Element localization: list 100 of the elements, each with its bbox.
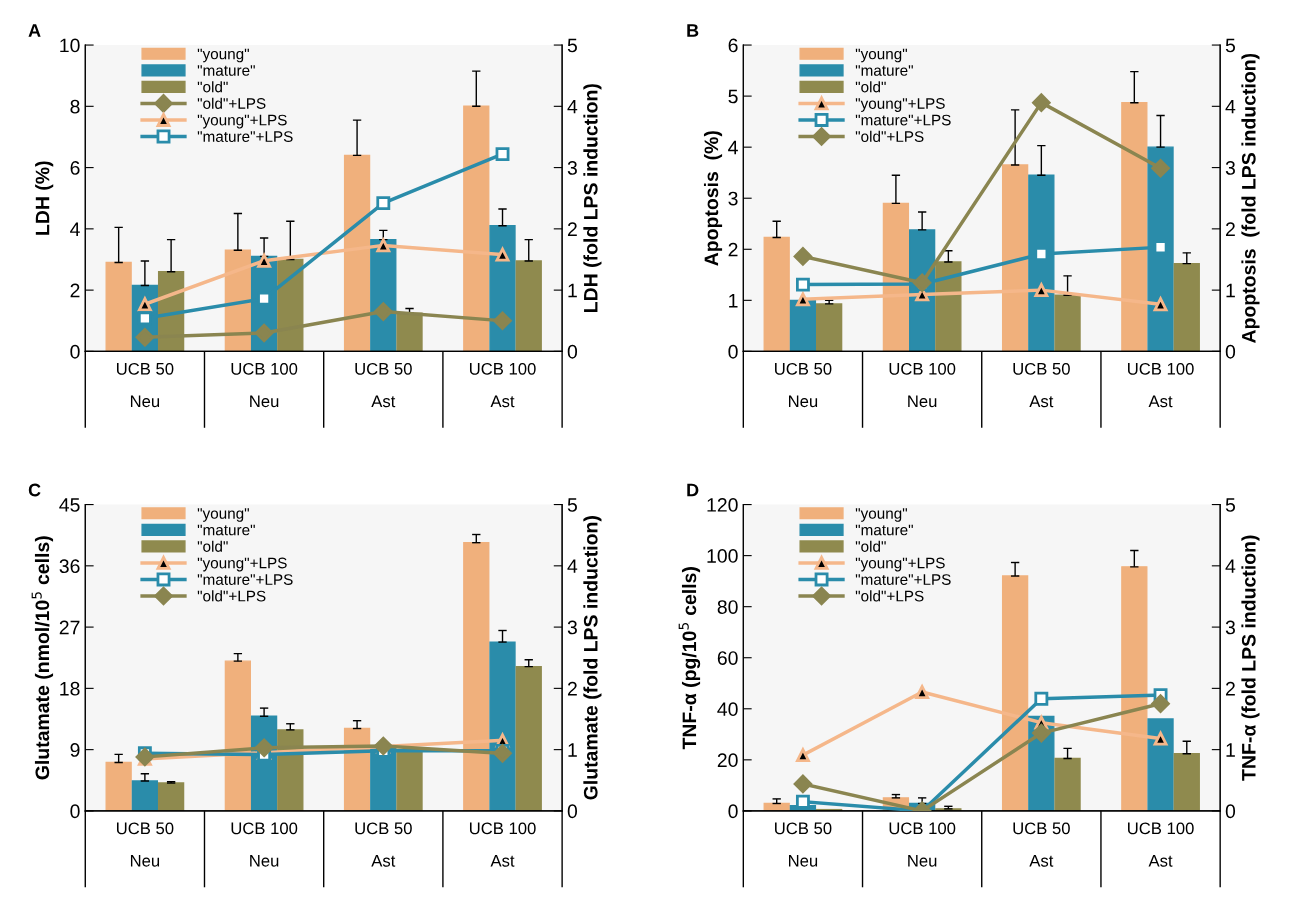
legend-label: "young"+LPS [197, 114, 287, 129]
y-tick-label: 6 [728, 38, 738, 53]
category-label: UCB 50 Ast [355, 822, 412, 867]
y-tick-label: 27 [59, 620, 80, 635]
y2-axis-title: Apoptosis (fold LPS induction) [1241, 53, 1260, 343]
y2-tick-label: 3 [567, 620, 577, 635]
y-tick-label: 4 [728, 140, 738, 155]
y2-tick-label: 3 [567, 161, 577, 175]
legend-label: "mature"+LPS [855, 114, 951, 126]
legend-label: "young" [855, 508, 907, 522]
y2-axis-title: LDH (fold LPS induction) [583, 84, 602, 312]
legend-label: "old" [197, 540, 228, 552]
chart-title: C [28, 483, 41, 497]
legend-label: "young"+LPS [855, 98, 945, 112]
category-label: UCB 50 Neu [775, 822, 832, 867]
category-label: UCB 50 Ast [1013, 822, 1070, 867]
legend-label: "young"+LPS [855, 557, 945, 572]
y-tick-label: 2 [70, 283, 80, 298]
y2-tick-label: 5 [567, 498, 577, 512]
legend-label: "old"+LPS [855, 590, 924, 602]
y-tick-label: 40 [717, 702, 738, 717]
legend-label: "mature" [197, 524, 255, 536]
y2-tick-label: 2 [567, 222, 577, 236]
category-label: UCB 100 Ast [1128, 822, 1194, 867]
y-tick-label: 0 [70, 804, 80, 819]
category-label: UCB 100 Neu [889, 362, 956, 408]
y2-tick-label: 2 [567, 681, 577, 696]
y2-tick-label: 4 [1225, 99, 1236, 114]
chart-title: A [28, 24, 41, 37]
legend-label: "old"+LPS [855, 130, 924, 142]
y-tick-label: 9 [70, 743, 80, 757]
y2-tick-label: 5 [1225, 38, 1236, 53]
y-tick-label: 120 [707, 498, 738, 512]
y-axis-title: Apoptosis (%) [703, 131, 723, 266]
y2-tick-label: 4 [1225, 559, 1236, 573]
legend-label: "young" [197, 48, 249, 63]
y-tick-label: 60 [717, 651, 738, 665]
category-label: UCB 100 Neu [231, 822, 298, 867]
legend-label: "old" [855, 81, 886, 93]
y-tick-label: 6 [70, 161, 80, 175]
y-tick-label: 80 [717, 600, 738, 614]
category-label: UCB 100 Ast [1128, 362, 1194, 408]
chart-title: B [687, 24, 699, 37]
category-label: UCB 50 Neu [116, 362, 174, 408]
legend-label: "mature"+LPS [197, 574, 293, 585]
y2-tick-label: 3 [1225, 620, 1235, 635]
y2-axis-title: Glutamate (fold LPS induction) [583, 516, 602, 800]
y-tick-label: 45 [59, 498, 80, 512]
y-tick-label: 100 [707, 549, 738, 563]
legend-label: "young" [855, 48, 907, 63]
y-tick-label: 8 [70, 99, 80, 114]
y2-tick-label: 5 [1225, 498, 1236, 512]
y2-tick-label: 1 [1226, 743, 1235, 757]
category-label: UCB 50 Neu [775, 362, 832, 408]
y-tick-label: 4 [70, 222, 80, 236]
y2-tick-label: 0 [1225, 344, 1236, 359]
legend-label: "mature"+LPS [197, 131, 293, 142]
y-tick-label: 0 [728, 804, 738, 819]
y2-tick-label: 2 [1226, 222, 1235, 236]
legend-label: "young" [197, 508, 249, 522]
y2-tick-label: 2 [1226, 681, 1235, 696]
y-axis-title: Glutamate (nmol/10$^{5}$ cells) [31, 536, 54, 780]
y2-tick-label: 3 [1225, 161, 1235, 175]
legend-label: "old"+LPS [197, 590, 266, 602]
legend-label: "mature" [855, 65, 913, 76]
y-tick-label: 0 [70, 344, 80, 359]
legend-label: "young"+LPS [197, 557, 287, 572]
y-tick-label: 3 [728, 191, 738, 206]
y-tick-label: 18 [60, 681, 80, 696]
legend-label: "old"+LPS [197, 97, 266, 109]
legend-label: "old" [197, 81, 228, 93]
y-axis-title: TNF-α (pg/10$^{5}$ cells) [678, 567, 701, 750]
y2-tick-label: 1 [1226, 283, 1235, 298]
legend-label: "mature" [855, 524, 913, 536]
y-axis-title: LDH (%) [35, 161, 54, 235]
y2-tick-label: 1 [568, 743, 577, 757]
y2-tick-label: 0 [1225, 804, 1236, 819]
category-label: UCB 50 Ast [1013, 362, 1070, 408]
y2-tick-label: 4 [567, 99, 578, 114]
category-label: UCB 100 Neu [889, 822, 956, 867]
y-tick-label: 2 [728, 242, 738, 257]
y-tick-label: 10 [60, 38, 80, 53]
y-tick-label: 0 [728, 344, 738, 359]
chart-title: D [687, 483, 699, 497]
y2-tick-label: 1 [568, 283, 577, 298]
category-label: UCB 50 Ast [355, 362, 412, 408]
y2-tick-label: 4 [567, 559, 578, 573]
y-tick-label: 1 [729, 294, 738, 308]
legend-label: "mature"+LPS [855, 574, 951, 585]
y2-axis-title: TNF-α (fold LPS induction) [1241, 535, 1260, 781]
y-tick-label: 5 [728, 89, 738, 104]
y2-tick-label: 0 [567, 344, 578, 359]
y2-tick-label: 5 [567, 38, 577, 53]
y-tick-label: 20 [717, 753, 738, 768]
y2-tick-label: 0 [567, 804, 578, 819]
y-tick-label: 36 [59, 559, 80, 574]
category-label: UCB 100 Neu [231, 362, 298, 408]
category-label: UCB 100 Ast [469, 362, 536, 408]
legend-label: "old" [855, 540, 886, 552]
category-label: UCB 100 Ast [469, 822, 536, 867]
